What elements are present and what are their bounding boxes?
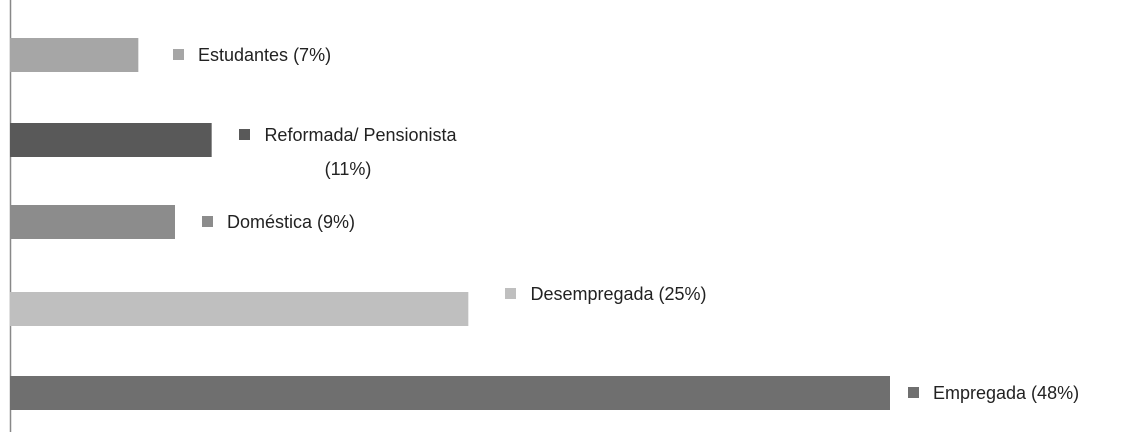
bar	[10, 123, 212, 157]
legend-marker	[202, 216, 213, 227]
legend-entry: Reformada/ Pensionista (11%)	[232, 118, 464, 186]
category-label: Reformada/ Pensionista (11%)	[264, 125, 457, 179]
legend-marker	[505, 288, 517, 299]
bar	[10, 205, 175, 239]
legend-marker	[239, 129, 251, 140]
bar	[10, 292, 469, 326]
legend-entry: Doméstica (9%)	[202, 205, 462, 239]
category-label: Desempregada (25%)	[530, 284, 707, 304]
bar	[10, 38, 139, 72]
category-label: Estudantes (7%)	[198, 45, 332, 65]
category-label: Empregada (48%)	[933, 383, 1080, 403]
legend-entry: Empregada (48%)	[908, 376, 1127, 410]
legend-entry: Estudantes (7%)	[173, 38, 433, 72]
bar	[10, 376, 890, 410]
legend-marker	[173, 49, 184, 60]
category-label: Doméstica (9%)	[227, 212, 356, 232]
legend-marker	[908, 387, 919, 398]
legend-entry: Desempregada (25%)	[494, 277, 718, 311]
